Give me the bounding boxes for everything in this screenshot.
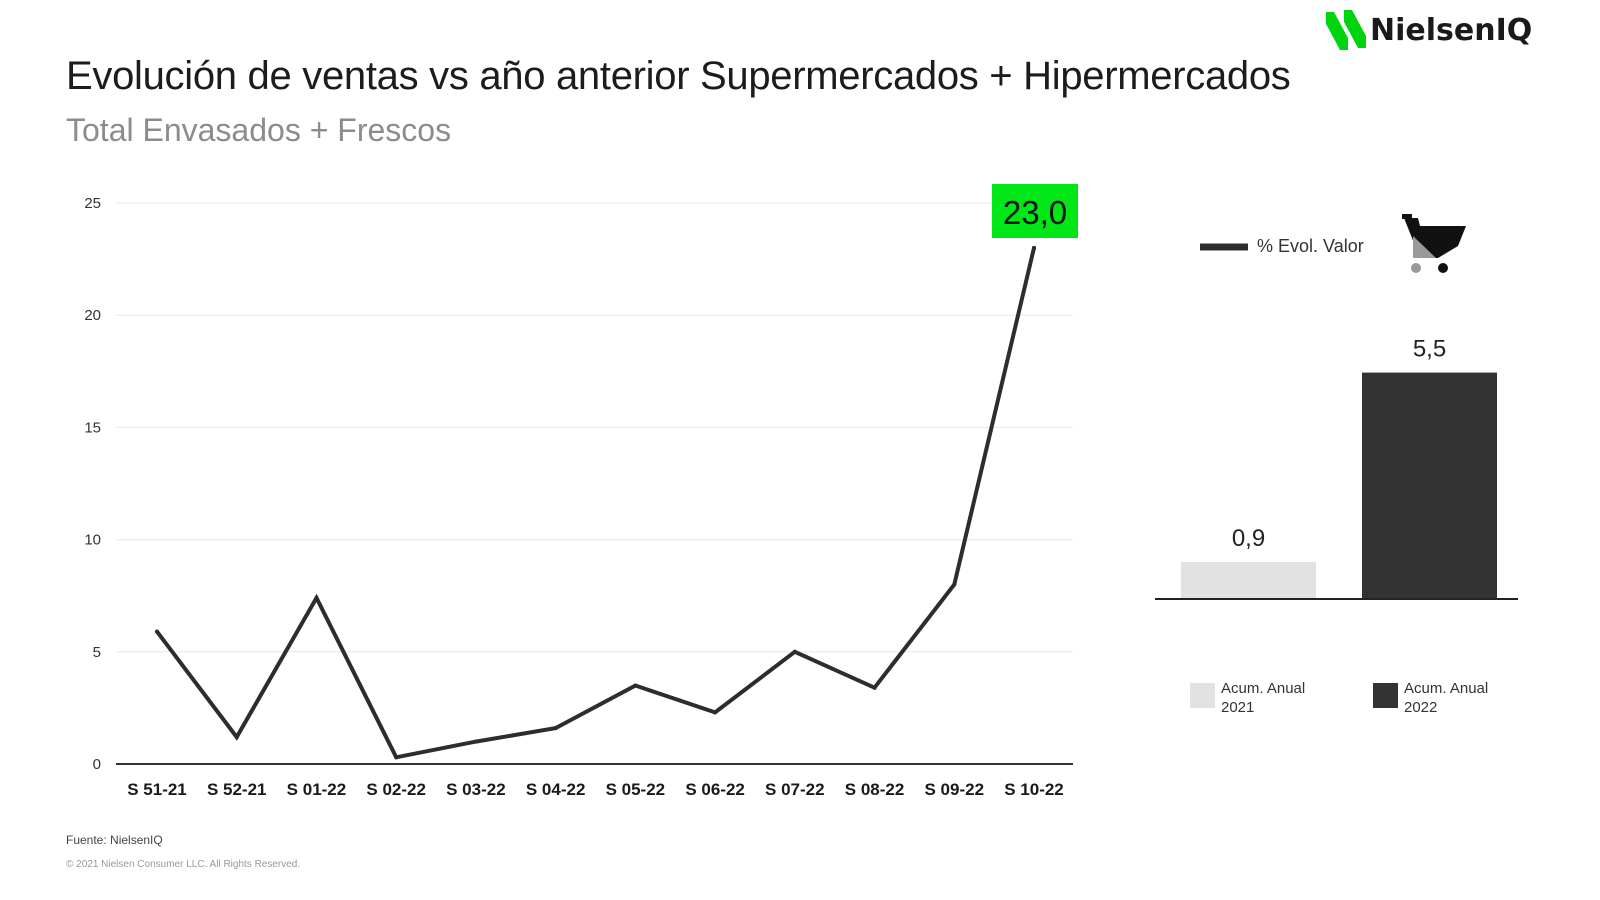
y-tick-label: 0	[93, 756, 101, 773]
x-tick-label: S 08-22	[845, 780, 905, 799]
bar-data-label: 0,9	[1232, 525, 1265, 552]
data-point	[553, 726, 558, 731]
data-point	[713, 710, 718, 715]
x-tick-label: S 01-22	[287, 780, 347, 799]
bar-data-label: 5,5	[1413, 336, 1446, 363]
copyright-note: © 2021 Nielsen Consumer LLC. All Rights …	[66, 859, 301, 870]
data-point	[234, 735, 239, 740]
page-title: Evolución de ventas vs año anterior Supe…	[66, 54, 1291, 98]
bar-chart-legend: Acum. Anual 2021 Acum. Anual 2022	[1190, 680, 1488, 716]
highlight-badge	[992, 184, 1078, 238]
y-tick-label: 20	[84, 307, 101, 324]
bar-legend-label-line2: 2021	[1221, 699, 1254, 716]
data-point	[473, 739, 478, 744]
nielseniq-logo-mark-icon	[1326, 10, 1366, 50]
data-point	[792, 649, 797, 654]
x-tick-label: S 03-22	[446, 780, 506, 799]
y-tick-label: 5	[93, 644, 101, 661]
y-tick-label: 15	[84, 419, 101, 436]
data-point	[872, 685, 877, 690]
bar-legend-label-line1: Acum. Anual	[1221, 680, 1305, 697]
data-point	[314, 595, 319, 600]
bar-legend-swatch	[1373, 683, 1398, 708]
x-tick-label: S 09-22	[924, 780, 984, 799]
logo-wordmark: NielsenIQ	[1370, 12, 1533, 48]
bar-2022	[1362, 372, 1497, 599]
series-line-evol-valor	[155, 245, 1036, 760]
bar-2021	[1181, 561, 1316, 599]
line-chart-highlight: 23,0	[992, 184, 1078, 238]
x-tick-label: S 52-21	[207, 780, 267, 799]
line-chart-series	[155, 245, 1036, 760]
source-note: Fuente: NielsenIQ	[66, 833, 163, 847]
bar-legend-label-line2: 2022	[1404, 699, 1437, 716]
legend-label: % Evol. Valor	[1257, 236, 1364, 256]
x-tick-label: S 06-22	[685, 780, 745, 799]
nielseniq-logo: NielsenIQ	[1322, 4, 1532, 56]
bar-chart-bars	[1181, 372, 1497, 599]
x-tick-label: S 51-21	[127, 780, 187, 799]
x-tick-label: S 10-22	[1004, 780, 1064, 799]
x-tick-label: S 02-22	[366, 780, 426, 799]
y-tick-label: 25	[84, 195, 101, 212]
line-chart-x-ticks: S 51-21 S 52-21 S 01-22 S 02-22 S 03-22 S 04-…	[127, 780, 1064, 799]
highlight-value-label: 23,0	[1003, 194, 1067, 231]
line-chart-y-ticks: 0 5 10 15 20 25	[84, 195, 101, 773]
data-point	[394, 755, 399, 760]
data-point	[1032, 245, 1036, 250]
shopping-cart-icon	[1402, 214, 1466, 273]
y-tick-label: 10	[84, 532, 101, 549]
data-point	[952, 582, 957, 587]
x-tick-label: S 07-22	[765, 780, 825, 799]
x-tick-label: S 04-22	[526, 780, 586, 799]
data-point	[155, 629, 159, 634]
line-chart-grid	[116, 202, 1073, 765]
bar-legend-label-line1: Acum. Anual	[1404, 680, 1488, 697]
page-subtitle: Total Envasados + Frescos	[66, 112, 452, 148]
bar-chart-data-labels: 0,9 5,5	[1232, 336, 1446, 552]
x-tick-label: S 05-22	[606, 780, 666, 799]
data-point	[633, 683, 638, 688]
bar-legend-swatch	[1190, 683, 1215, 708]
